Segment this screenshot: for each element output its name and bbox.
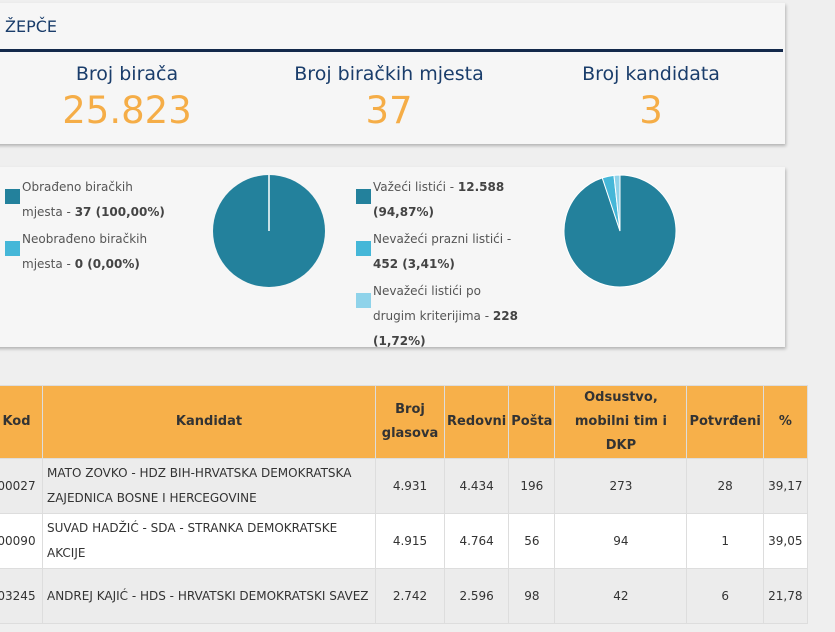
table-cell: SUVAD HADŽIĆ - SDA - STRANKA DEMOKRATSKE… (42, 513, 376, 569)
results-table: Kod Kandidat Broj glasova Redovni Pošta Odsus… (0, 385, 808, 624)
legend-label: Nevažeći listići po drugim kriterijima - (373, 284, 490, 323)
table-cell: 42 (554, 568, 688, 624)
legend-item: Važeći listići - 12.588 (94,87%) (356, 175, 526, 225)
table-cell: 2.742 (375, 568, 445, 624)
table-cell: 6 (686, 568, 764, 624)
title: ŽEPČE (5, 17, 57, 36)
table-cell: 39,05 (762, 513, 808, 569)
table-row: 00027 MATO ZOVKO - HDZ BIH-HRVATSKA DEMOK… (0, 458, 808, 514)
table-cell: 4.764 (443, 513, 510, 569)
table-cell: 00090 (0, 513, 43, 569)
legend-value: 37 (100,00%) (74, 205, 165, 219)
stat-label: Broj birača (75, 63, 179, 85)
legend-value: 452 (3,41%) (373, 257, 455, 271)
legend-value: 228 (1,72%) (373, 309, 518, 348)
stat-label: Broj biračkih mjesta (294, 63, 484, 85)
table-cell: MATO ZOVKO - HDZ BIH-HRVATSKA DEMOKRATSK… (42, 458, 376, 514)
legend-item: Nevažeći prazni listići - 452 (3,41%) (356, 227, 526, 277)
stat: Broj birača 25.823 (0, 63, 257, 132)
legend-label: Neobrađeno biračkih mjesta - (22, 232, 148, 271)
legend-item: Neobrađeno biračkih mjesta - 0 (0,00%) (5, 227, 175, 277)
column-header: Odsustvo, mobilni tim i DKP (554, 385, 688, 459)
column-header: Potvrđeni (686, 385, 764, 459)
table-cell: 56 (508, 513, 556, 569)
stat-value: 37 (365, 89, 413, 132)
column-header: Broj glasova (375, 385, 445, 459)
legend-swatch (356, 241, 371, 256)
table-cell: 98 (508, 568, 556, 624)
column-header: Pošta (508, 385, 556, 459)
table-cell: ANDREJ KAJIĆ - HDS - HRVATSKI DEMOKRATSK… (42, 568, 376, 624)
table-cell: 4.434 (443, 458, 510, 514)
column-header: Kandidat (42, 385, 376, 459)
legend-label: Nevažeći prazni listići - (373, 232, 512, 246)
legend-value: 0 (0,00%) (74, 257, 140, 271)
summary-card: ŽEPČE Broj birača 25.823 Broj biračkih mje… (0, 3, 785, 144)
table-cell: 273 (554, 458, 688, 514)
stat: Broj biračkih mjesta 37 (259, 63, 519, 132)
table-cell: 28 (686, 458, 764, 514)
legend-swatch (356, 189, 371, 204)
legend-label: Važeći listići - (373, 180, 455, 194)
table-cell: 1 (686, 513, 764, 569)
column-header: % (762, 385, 808, 459)
legend: Važeći listići - 12.588 (94,87%) Nevažeći… (356, 175, 526, 356)
table-cell: 4.915 (375, 513, 445, 569)
table-row: 00090 SUVAD HADŽIĆ - SDA - STRANKA DEMOKR… (0, 513, 808, 569)
table-cell: 2.596 (443, 568, 510, 624)
stat-value: 3 (639, 89, 663, 132)
stat: Broj kandidata 3 (521, 63, 781, 132)
table-cell: 21,78 (762, 568, 808, 624)
table-cell: 39,17 (762, 458, 808, 514)
table-row: 03245 ANDREJ KAJIĆ - HDS - HRVATSKI DEMOK… (0, 568, 808, 624)
stat-value: 25.823 (62, 89, 192, 132)
table-cell: 196 (508, 458, 556, 514)
legend: Obrađeno biračkih mjesta - 37 (100,00%) N… (5, 175, 175, 279)
pie-slice (613, 174, 621, 232)
legend-swatch (356, 293, 371, 308)
legend-item: Obrađeno biračkih mjesta - 37 (100,00%) (5, 175, 175, 225)
divider (0, 49, 783, 52)
stat-label: Broj kandidata (582, 63, 720, 85)
table-cell: 94 (554, 513, 688, 569)
legend-swatch (5, 241, 20, 256)
table-cell: 03245 (0, 568, 43, 624)
table-cell: 4.931 (375, 458, 445, 514)
legend-item: Nevažeći listići po drugim kriterijima -… (356, 279, 526, 354)
legend-swatch (5, 189, 20, 204)
legend-value: 12.588 (94,87%) (373, 180, 505, 219)
column-header: Kod (0, 385, 43, 459)
legend-label: Obrađeno biračkih mjesta - (22, 180, 133, 219)
table-cell: 00027 (0, 458, 43, 514)
column-header: Redovni (443, 385, 510, 459)
